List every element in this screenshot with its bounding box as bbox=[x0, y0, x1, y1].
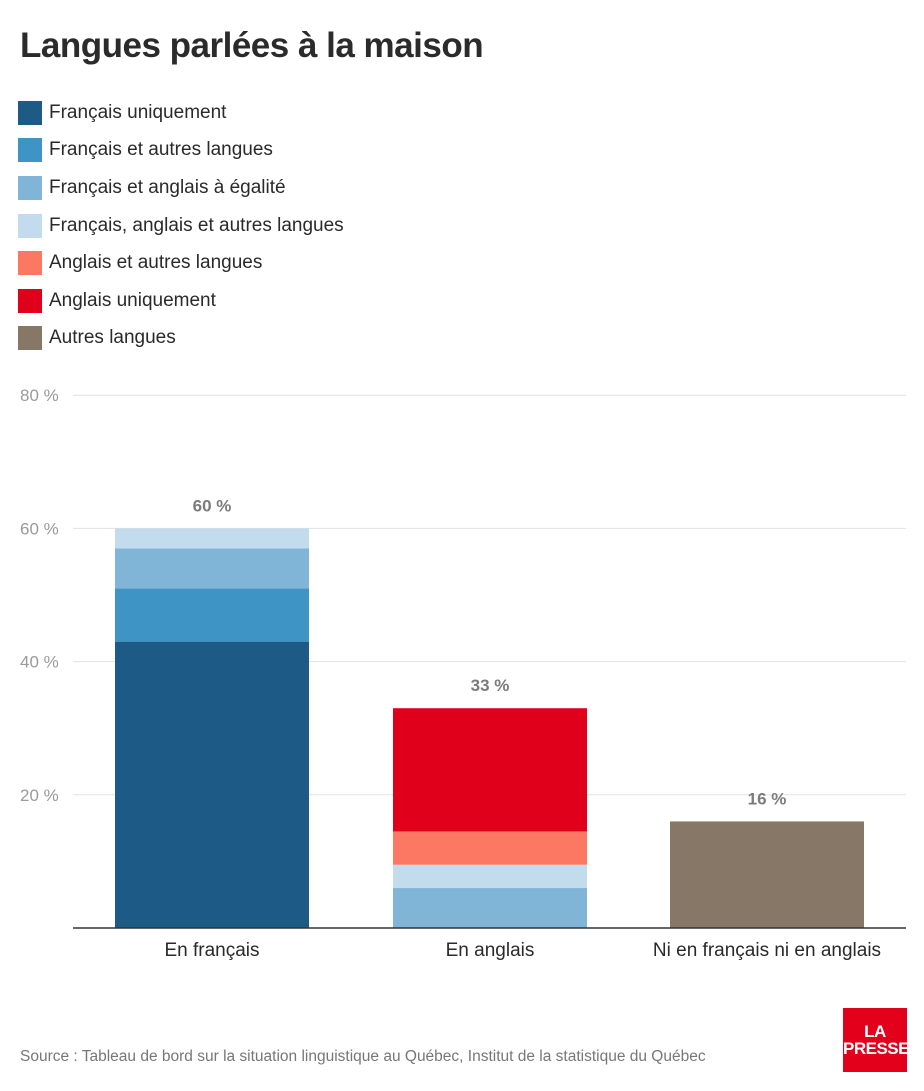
legend: Français uniquement Français et autres la… bbox=[18, 94, 344, 357]
bar-segment bbox=[393, 888, 587, 928]
legend-swatch bbox=[18, 138, 42, 163]
legend-label: Anglais et autres langues bbox=[49, 252, 263, 274]
logo-line-1: LA bbox=[864, 1022, 886, 1041]
legend-label: Français uniquement bbox=[49, 101, 227, 123]
legend-item: Français et anglais à égalité bbox=[18, 169, 344, 207]
stacked-bar-chart: 20 % 40 % 60 % 80 % 60 % En français 33 % En an… bbox=[20, 386, 906, 961]
legend-swatch bbox=[18, 288, 42, 313]
bar-total-label: 16 % bbox=[748, 789, 787, 808]
bar-segment bbox=[393, 831, 587, 865]
x-category-label: Ni en français ni en anglais bbox=[653, 940, 881, 961]
legend-item: Autres langues bbox=[18, 320, 344, 358]
bar-segment bbox=[115, 588, 309, 642]
legend-label: Français, anglais et autres langues bbox=[49, 214, 344, 236]
bar-segment bbox=[670, 821, 864, 928]
legend-swatch bbox=[18, 175, 42, 200]
y-tick-label: 60 % bbox=[20, 519, 59, 538]
y-tick-label: 40 % bbox=[20, 653, 59, 672]
legend-label: Français et autres langues bbox=[49, 139, 273, 161]
bar-segment bbox=[393, 864, 587, 889]
bar-total-label: 33 % bbox=[471, 676, 510, 695]
legend-item: Anglais uniquement bbox=[18, 282, 344, 320]
legend-swatch bbox=[18, 100, 42, 125]
legend-label: Autres langues bbox=[49, 327, 176, 349]
source-note: Source : Tableau de bord sur la situatio… bbox=[20, 1048, 706, 1065]
y-tick-label: 80 % bbox=[20, 386, 59, 405]
legend-item: Français, anglais et autres langues bbox=[18, 207, 344, 245]
bar-segment bbox=[393, 708, 587, 832]
legend-swatch bbox=[18, 213, 42, 238]
x-category-label: En français bbox=[164, 940, 259, 961]
bar-segment bbox=[115, 548, 309, 589]
legend-swatch bbox=[18, 251, 42, 276]
la-presse-logo: LA PRESSE bbox=[843, 1008, 909, 1072]
bar-segment bbox=[115, 641, 309, 928]
legend-label: Anglais uniquement bbox=[49, 289, 216, 311]
legend-item: Français uniquement bbox=[18, 94, 344, 132]
bar-segment bbox=[115, 528, 309, 549]
bar-total-label: 60 % bbox=[193, 496, 232, 515]
legend-swatch bbox=[18, 326, 42, 351]
legend-item: Anglais et autres langues bbox=[18, 244, 344, 282]
chart-title: Langues parlées à la maison bbox=[20, 26, 484, 65]
y-tick-label: 20 % bbox=[20, 786, 59, 805]
logo-line-2: PRESSE bbox=[843, 1039, 909, 1058]
legend-label: Français et anglais à égalité bbox=[49, 176, 286, 198]
x-category-label: En anglais bbox=[446, 940, 535, 961]
legend-item: Français et autres langues bbox=[18, 132, 344, 170]
